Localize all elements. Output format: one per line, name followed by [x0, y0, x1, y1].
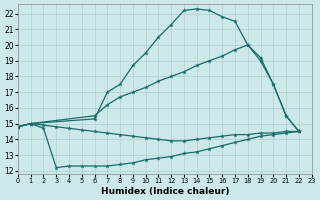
X-axis label: Humidex (Indice chaleur): Humidex (Indice chaleur) [100, 187, 229, 196]
